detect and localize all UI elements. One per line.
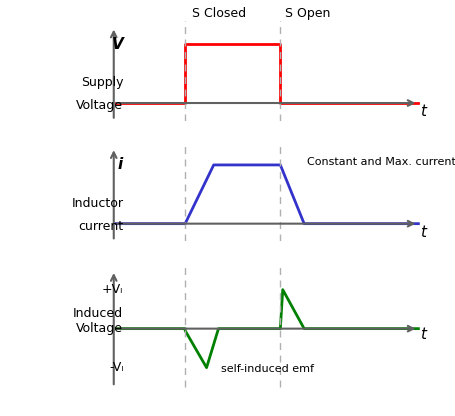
Text: S Open: S Open <box>285 7 330 20</box>
Text: Inductor: Inductor <box>71 197 123 210</box>
Text: i: i <box>118 157 123 172</box>
Text: current: current <box>78 220 123 233</box>
Text: -Vₗ: -Vₗ <box>109 361 123 374</box>
Text: Supply: Supply <box>81 76 123 89</box>
Text: self-induced emf: self-induced emf <box>221 364 314 374</box>
Text: Induced: Induced <box>73 307 123 319</box>
Text: +Vₗ: +Vₗ <box>102 283 123 296</box>
Text: Voltage: Voltage <box>76 322 123 335</box>
Text: S Closed: S Closed <box>192 7 247 20</box>
Text: Voltage: Voltage <box>76 99 123 112</box>
Text: t: t <box>420 225 426 240</box>
Text: Constant and Max. current: Constant and Max. current <box>307 157 455 167</box>
Text: t: t <box>420 327 426 342</box>
Text: V: V <box>111 37 123 52</box>
Text: t: t <box>420 104 426 119</box>
